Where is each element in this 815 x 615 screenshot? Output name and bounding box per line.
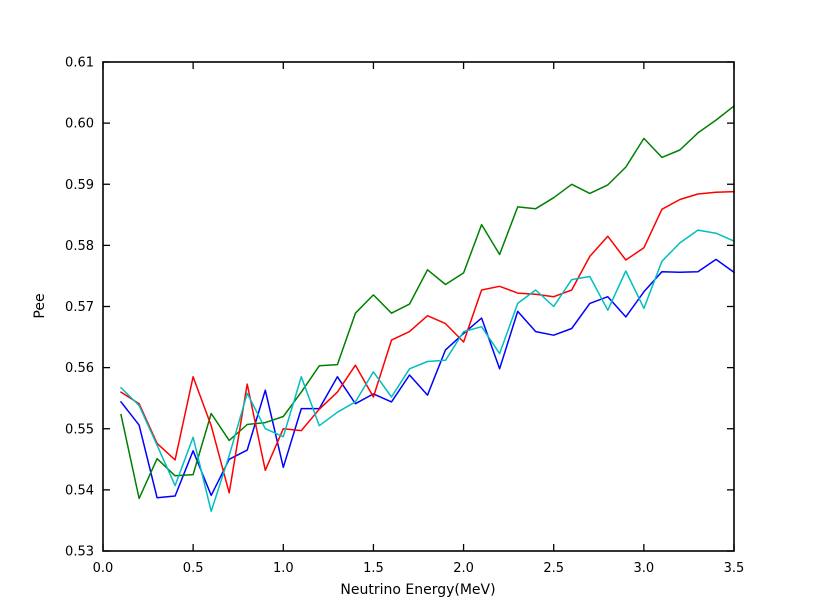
plot-frame — [102, 61, 735, 552]
series-line-blue — [119, 258, 736, 499]
x-tick-label: 1.5 — [363, 561, 384, 576]
x-tick-label: 3.5 — [724, 561, 745, 576]
y-tick-label: 0.57 — [65, 300, 94, 315]
x-tick-label: 1.0 — [273, 561, 294, 576]
y-tick-label: 0.58 — [65, 239, 94, 254]
y-tick-label: 0.53 — [65, 545, 94, 560]
x-tick-label: 2.5 — [543, 561, 564, 576]
x-tick-label: 0.0 — [93, 561, 114, 576]
x-tick-label: 3.0 — [634, 561, 655, 576]
x-tick-label: 0.5 — [183, 561, 204, 576]
y-tick-label: 0.60 — [65, 117, 94, 132]
y-tick-label: 0.54 — [65, 483, 94, 498]
y-tick-label: 0.56 — [65, 361, 94, 376]
y-tick-label: 0.61 — [65, 56, 94, 71]
y-tick-label: 0.55 — [65, 422, 94, 437]
series-line-green — [120, 104, 736, 500]
y-axis-label: Pee — [32, 293, 48, 318]
series-line-cyan — [119, 229, 735, 513]
x-tick-label: 2.0 — [453, 561, 474, 576]
x-axis-label: Neutrino Energy(MeV) — [340, 582, 495, 598]
plot-area: 0.0 0.5 1.0 1.5 2.0 2.5 3.0 3.5 0.53 0.54 0.55 0.56… — [65, 56, 744, 577]
series-line-red — [119, 190, 735, 494]
y-tick-label: 0.59 — [65, 178, 94, 193]
